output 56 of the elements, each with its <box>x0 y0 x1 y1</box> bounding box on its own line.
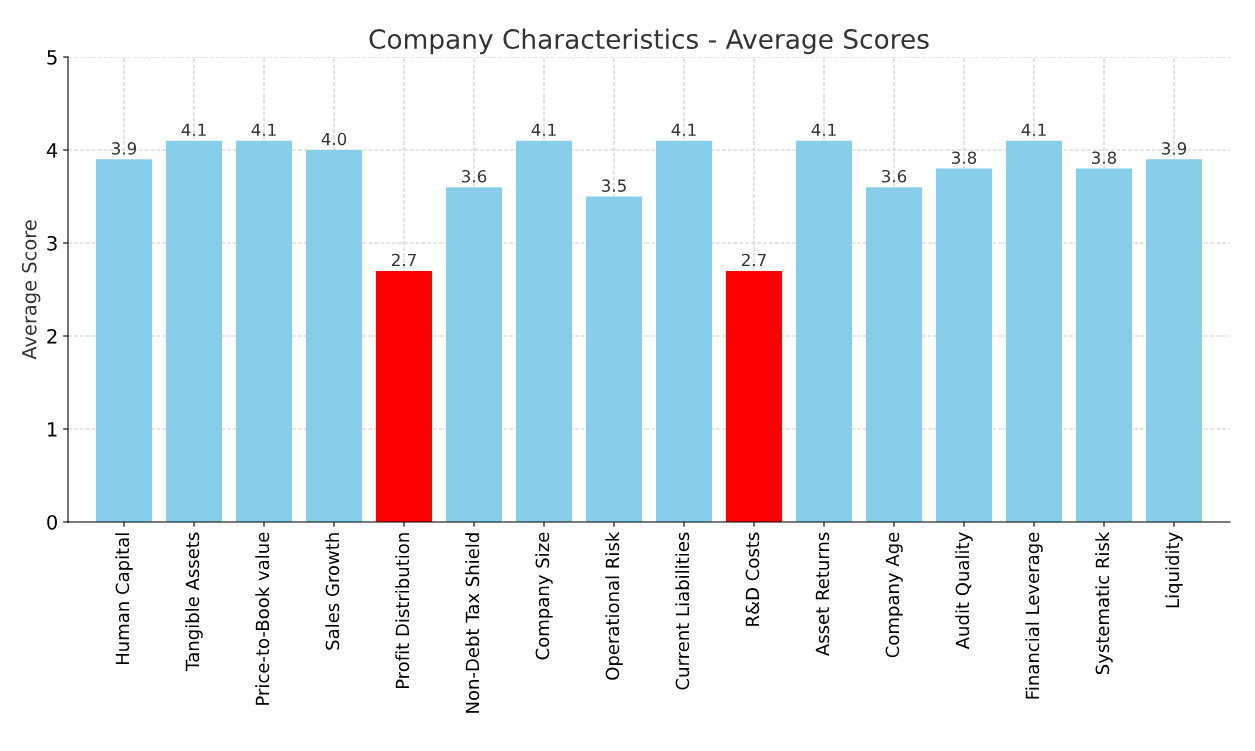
bar <box>236 140 292 522</box>
y-tick-label: 3 <box>47 235 57 251</box>
data-label: 4.0 <box>321 132 347 146</box>
bar <box>166 140 222 522</box>
data-label: 4.1 <box>1021 123 1046 136</box>
y-tick-label: 4 <box>46 143 58 158</box>
data-label: 3.6 <box>462 169 487 183</box>
bar <box>516 140 572 522</box>
y-tick-label: 1 <box>48 422 57 437</box>
x-tick-label: Profit Distribution <box>395 533 410 689</box>
x-tick-label: Human Capital <box>115 533 133 665</box>
x-tick-label: Operational Risk <box>605 531 623 680</box>
data-label: 4.1 <box>811 123 836 136</box>
bar <box>1146 159 1202 522</box>
x-tick-label: Tangible Assets <box>185 532 203 671</box>
x-tick-label: R&D Costs <box>745 532 760 626</box>
chart-title: Company Characteristics - Average Scores <box>369 28 929 55</box>
data-label: 4.1 <box>181 123 206 136</box>
bar <box>656 140 712 522</box>
x-tick-label: Non-Debt Tax Shield <box>465 533 480 713</box>
data-label: 3.9 <box>112 142 137 155</box>
x-tick-label: Price-to-Book value <box>255 532 270 705</box>
data-label: 4.1 <box>671 123 696 136</box>
x-tick-label: Company Size <box>535 532 553 660</box>
bar <box>1076 168 1132 522</box>
y-tick-label: 0 <box>47 514 57 530</box>
bar <box>866 187 922 522</box>
data-label: 3.5 <box>602 179 626 192</box>
bar <box>96 159 152 522</box>
bar <box>586 196 642 522</box>
bar <box>1006 140 1062 522</box>
bar <box>796 140 852 522</box>
x-tick-label: Sales Growth <box>325 533 340 650</box>
x-tick-label: Audit Quality <box>955 532 973 650</box>
data-label: 2.7 <box>391 253 416 267</box>
x-tick-label: Liquidity <box>1165 532 1183 608</box>
bar <box>726 270 782 522</box>
x-tick-label: Current Liabilities <box>675 532 690 690</box>
x-tick-label: Asset Returns <box>815 532 830 656</box>
y-axis-title: Average Score <box>21 220 41 360</box>
y-tick-label: 2 <box>47 328 57 344</box>
y-tick-label: 5 <box>47 50 57 65</box>
bar <box>936 168 992 522</box>
bar <box>446 187 502 522</box>
data-label: 3.6 <box>882 169 907 183</box>
x-tick-label: Financial Leverage <box>1025 532 1043 699</box>
data-label: 3.8 <box>1092 151 1117 164</box>
data-label: 2.7 <box>741 253 766 267</box>
bar <box>306 150 362 522</box>
bar <box>376 270 432 522</box>
x-tick-label: Systematic Risk <box>1095 531 1113 675</box>
data-label: 3.8 <box>952 151 977 164</box>
data-label: 4.1 <box>251 123 276 136</box>
x-tick-label: Company Age <box>885 532 903 658</box>
data-label: 4.1 <box>531 123 556 136</box>
data-label: 3.9 <box>1162 142 1187 155</box>
